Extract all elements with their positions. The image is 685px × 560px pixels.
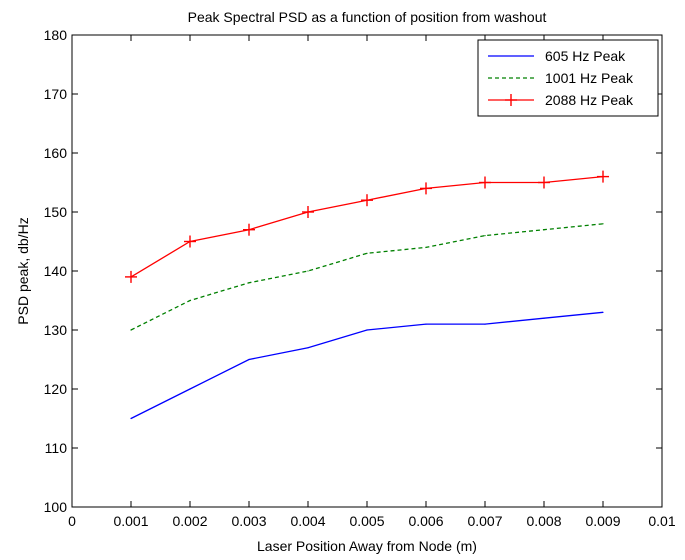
data-point [543,229,545,231]
x-tick-label: 0.01 [648,513,675,529]
data-point [602,223,604,225]
plus-marker [597,170,609,183]
data-point [484,235,486,237]
plus-marker [302,206,314,218]
y-tick-label: 130 [44,322,68,338]
y-tick-label: 170 [44,86,68,102]
y-tick-label: 110 [45,440,68,456]
plus-marker [184,235,196,248]
data-point [366,329,368,331]
series-layer [125,170,609,420]
plus-marker [505,94,517,106]
legend-label: 1001 Hz Peak [545,70,634,86]
plus-marker [538,176,550,189]
series-line-1001-hz-peak [130,223,604,331]
plus-marker [243,223,255,236]
legend: 605 Hz Peak 1001 Hz Peak 2088 Hz Peak [477,39,659,117]
legend-label: 605 Hz Peak [545,48,626,64]
legend-box [477,39,659,117]
x-axis-label: Laser Position Away from Node (m) [257,538,477,554]
data-point [307,270,309,272]
data-point [366,252,368,254]
x-tick-label: 0.006 [408,513,443,529]
x-tick-label: 0.002 [172,513,207,529]
y-axis-label: PSD peak, db/Hz [15,217,31,324]
x-tick-label: 0.004 [290,513,325,529]
y-tick-label: 150 [44,204,68,220]
x-tick-label: 0.007 [467,513,502,529]
data-point [543,317,545,319]
x-tick-label: 0.009 [585,513,620,529]
plus-marker [361,194,373,207]
plus-marker [420,182,432,195]
data-point [484,323,486,325]
plus-marker [125,270,137,283]
data-point [307,347,309,349]
x-tick-label: 0.001 [113,513,148,529]
data-point [425,323,427,325]
x-tick-label: 0.005 [349,513,384,529]
data-point [189,388,191,390]
ticks-layer: 0 0.001 0.002 0.003 0.004 0.005 0.006 0.007 0.00… [44,27,676,529]
series-points-1001-hz-peak [130,223,604,331]
data-point [130,329,132,331]
data-point [130,417,132,420]
series-points-2088-hz-peak [125,170,609,283]
plus-marker [479,176,491,189]
y-tick-label: 100 [44,499,68,515]
x-tick-label: 0.003 [231,513,266,529]
data-point [248,358,250,361]
series-points-605-hz-peak [130,311,604,420]
data-point [189,299,191,302]
y-tick-label: 180 [44,27,68,43]
chart-title: Peak Spectral PSD as a function of posit… [188,9,547,25]
x-tick-label: 0.008 [526,513,561,529]
y-tick-label: 160 [44,145,68,161]
data-point [425,246,427,248]
data-point [602,311,604,313]
legend-label: 2088 Hz Peak [545,92,634,108]
y-tick-label: 120 [44,381,68,397]
x-tick-label: 0 [68,513,76,529]
data-point [248,282,250,284]
y-tick-label: 140 [44,263,68,279]
